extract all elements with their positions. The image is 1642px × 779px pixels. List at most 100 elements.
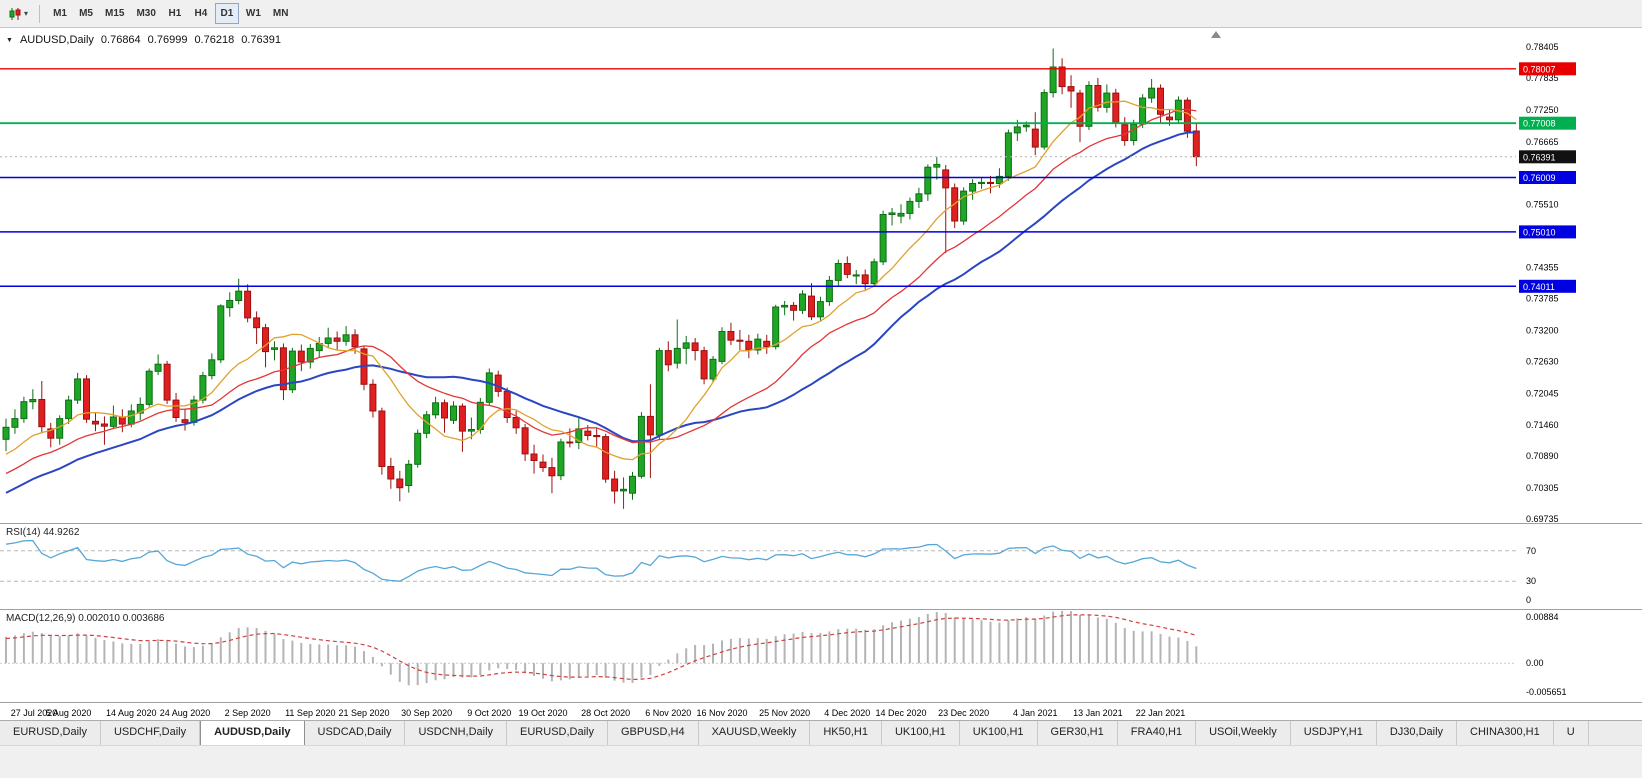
chart-tab-eurusd-daily[interactable]: EURUSD,Daily [507, 721, 608, 745]
date-axis-label: 6 Nov 2020 [645, 708, 691, 718]
candle-body [38, 399, 46, 428]
timeframe-button-mn[interactable]: MN [268, 3, 294, 24]
chart-tab-uk100-h1[interactable]: UK100,H1 [882, 721, 960, 745]
timeframe-button-m30[interactable]: M30 [131, 3, 160, 24]
candle-body [1004, 132, 1012, 177]
chart-tab-uk100-h1[interactable]: UK100,H1 [960, 721, 1038, 745]
timeframe-button-d1[interactable]: D1 [214, 3, 239, 24]
date-axis-label: 9 Oct 2020 [467, 708, 511, 718]
chart-tab-usdcnh-daily[interactable]: USDCNH,Daily [405, 721, 508, 745]
candle-body [781, 304, 789, 308]
candle-body [1058, 66, 1066, 88]
candle-body [1166, 116, 1173, 121]
ma-fast-line[interactable] [5, 100, 1197, 461]
price-tag-label: 0.78007 [1523, 64, 1556, 74]
chart-tab-eurusd-daily[interactable]: EURUSD,Daily [0, 721, 101, 745]
candle-body [163, 363, 171, 401]
price-tag[interactable] [1519, 171, 1576, 184]
chart-tab-usdcad-daily[interactable]: USDCAD,Daily [305, 721, 406, 745]
candle-body [351, 334, 359, 348]
candle-body [387, 466, 395, 480]
candle-body [772, 306, 780, 348]
chart-tab-ger30-h1[interactable]: GER30,H1 [1038, 721, 1118, 745]
collapse-arrow-icon[interactable]: ▼ [6, 36, 13, 44]
price-tag[interactable] [1519, 150, 1576, 164]
date-axis-label: 23 Dec 2020 [938, 708, 989, 718]
chart-tab-usoil-weekly[interactable]: USOil,Weekly [1196, 721, 1291, 745]
chart-tab-xauusd-weekly[interactable]: XAUUSD,Weekly [699, 721, 811, 745]
macd-signal-line [5, 614, 1197, 681]
candle-body [790, 304, 798, 311]
chart-tab-u[interactable]: U [1554, 721, 1589, 745]
candle-body [405, 463, 413, 486]
timeframe-button-m15[interactable]: M15 [100, 3, 129, 24]
chart-tab-hk50-h1[interactable]: HK50,H1 [810, 721, 882, 745]
chart-tab-usdjpy-h1[interactable]: USDJPY,H1 [1291, 721, 1377, 745]
candle-body [637, 415, 645, 477]
price-tag-label: 0.76009 [1523, 173, 1556, 183]
price-axis-tick: 0.78405 [1526, 42, 1559, 52]
chart-tab-china300-h1[interactable]: CHINA300,H1 [1457, 721, 1554, 745]
candle-body [145, 370, 153, 405]
price-axis-tick: 0.74355 [1526, 263, 1559, 273]
timeframe-button-h1[interactable]: H1 [163, 3, 187, 24]
candle-body [297, 350, 305, 363]
timeframe-button-w1[interactable]: W1 [241, 3, 266, 24]
price-tag-label: 0.77008 [1523, 119, 1556, 129]
candle-body [1148, 87, 1156, 99]
price-axis-tick: 0.76665 [1526, 137, 1559, 147]
candle-body [235, 290, 243, 302]
candle-body [92, 420, 99, 425]
price-tag[interactable] [1519, 279, 1576, 293]
macd-histogram [5, 610, 1198, 686]
chart-tab-audusd-daily[interactable]: AUDUSD,Daily [200, 721, 305, 745]
candle-body [655, 350, 663, 436]
price-axis-tick: 0.71460 [1526, 420, 1559, 430]
date-axis-label: 24 Aug 2020 [160, 708, 211, 718]
timeframe-button-h4[interactable]: H4 [189, 3, 213, 24]
candle-body [897, 212, 905, 217]
candle-body [915, 193, 923, 202]
candle-body [503, 390, 511, 418]
chart-tab-usdchf-daily[interactable]: USDCHF,Daily [101, 721, 201, 745]
price-tag[interactable] [1519, 225, 1576, 239]
candle-body [736, 339, 744, 342]
chart-tab-fra40-h1[interactable]: FRA40,H1 [1118, 721, 1197, 745]
candle-body [65, 399, 73, 420]
price-tag[interactable] [1519, 62, 1576, 76]
chart-area[interactable]: 0.78405 0.77835 0.77250 0.76665 0.75510 0.743… [0, 28, 1642, 720]
chart-shift-marker[interactable] [1211, 31, 1221, 38]
candle-body [244, 290, 252, 319]
price-chart[interactable]: 0.78405 0.77835 0.77250 0.76665 0.75510 0.743… [0, 28, 1642, 720]
timeframe-button-m1[interactable]: M1 [48, 3, 72, 24]
chart-tab-gbpusd-h4[interactable]: GBPUSD,H4 [608, 721, 699, 745]
candle-body [485, 372, 493, 403]
candle-body [288, 350, 296, 391]
candle-body [324, 337, 332, 344]
chart-tab-dj30-daily[interactable]: DJ30,Daily [1377, 721, 1458, 745]
candle-body [1013, 126, 1021, 134]
candle-body [673, 347, 681, 364]
ma-mid-line[interactable] [5, 108, 1197, 475]
candle-body [450, 405, 457, 421]
date-axis-label: 2 Sep 2020 [225, 708, 271, 718]
candle-body [1040, 92, 1048, 148]
candle-body [584, 430, 592, 437]
candle-body [199, 375, 207, 401]
date-axis-label: 14 Aug 2020 [106, 708, 157, 718]
timeframe-button-m5[interactable]: M5 [74, 3, 98, 24]
rsi-line [5, 539, 1197, 582]
candle-body [226, 300, 234, 309]
candle-body [118, 416, 126, 425]
ma-slow-line[interactable] [5, 131, 1197, 494]
candle-body [548, 467, 556, 477]
chart-tab-bar: EURUSD,Daily USDCHF,Daily AUDUSD,Daily USDC… [0, 720, 1642, 745]
candle-body [262, 327, 269, 353]
candle-body [1031, 128, 1039, 148]
candle-body [100, 423, 108, 427]
price-tag[interactable] [1519, 116, 1576, 130]
chart-type-button[interactable]: ▾ [4, 3, 32, 25]
candle-body [1022, 124, 1030, 128]
toolbar-separator [39, 4, 41, 23]
price-tag-label: 0.76391 [1523, 152, 1556, 162]
